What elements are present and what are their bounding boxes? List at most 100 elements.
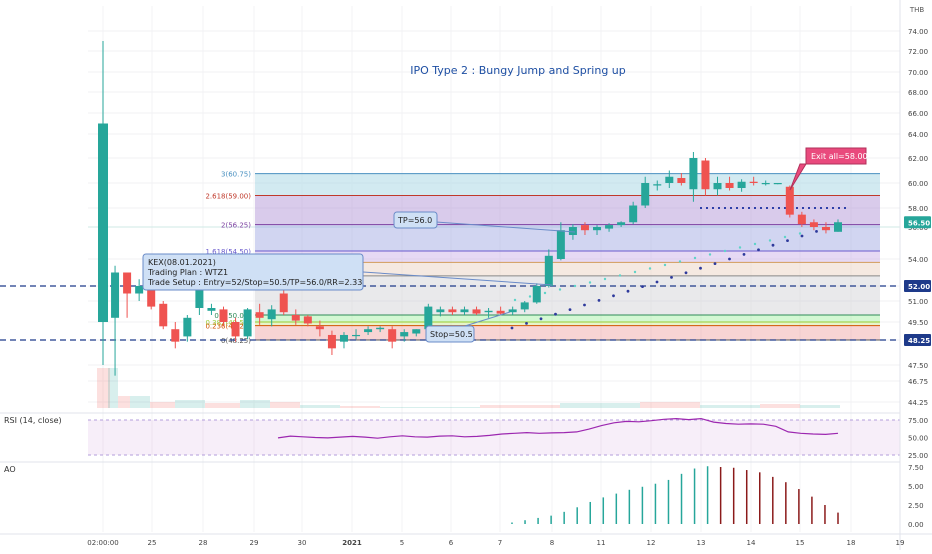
candle[interactable] (159, 301, 168, 330)
candle[interactable] (532, 283, 541, 304)
svg-text:Stop=50.5: Stop=50.5 (430, 330, 473, 339)
candle[interactable] (834, 219, 842, 232)
candle[interactable] (327, 330, 336, 355)
sar-dot (539, 317, 543, 321)
candle[interactable] (243, 308, 252, 340)
candle[interactable] (364, 326, 373, 335)
candle[interactable] (629, 201, 638, 225)
candle[interactable] (412, 329, 421, 337)
candle[interactable] (279, 286, 288, 315)
sar-dot (554, 312, 557, 316)
candle[interactable] (400, 329, 409, 342)
candle[interactable] (797, 211, 806, 227)
price-badge-label: 56.50 (908, 219, 930, 227)
candle[interactable] (701, 158, 710, 196)
candle[interactable] (376, 326, 385, 333)
sar-dot (693, 256, 697, 260)
candle[interactable] (472, 306, 481, 315)
candle[interactable] (821, 222, 830, 234)
candle[interactable] (303, 315, 312, 327)
price-tick: 58.00 (908, 205, 928, 213)
candle[interactable] (231, 317, 240, 342)
sar-dot (786, 239, 789, 243)
candle[interactable] (388, 326, 397, 349)
sar-dot (771, 243, 775, 247)
candle[interactable] (98, 41, 108, 365)
candle[interactable] (111, 265, 120, 376)
candle[interactable] (219, 306, 228, 327)
candle[interactable] (520, 301, 529, 313)
price-tick: 49.50 (908, 319, 928, 327)
sar-dot (753, 242, 757, 246)
sar-dot (588, 281, 592, 284)
candle[interactable] (291, 309, 300, 325)
sar-dot (723, 249, 727, 253)
candle[interactable] (135, 279, 144, 301)
candle[interactable] (713, 176, 722, 196)
candle[interactable] (171, 322, 180, 349)
candle[interactable] (183, 315, 192, 342)
fib-label: 0.236(49.25) (205, 323, 251, 331)
candle[interactable] (484, 308, 493, 318)
candle[interactable] (436, 306, 445, 317)
candle[interactable] (123, 272, 132, 318)
candle[interactable] (496, 306, 505, 315)
stop-callout[interactable]: Stop=50.5 (425, 311, 511, 343)
candle[interactable] (605, 223, 614, 232)
sar-dot (728, 257, 731, 261)
sar-dot (738, 246, 742, 249)
trade-setup-callout[interactable]: KEX(08.01.2021)Trading Plan : WTZ1Trade … (142, 253, 553, 291)
sar-dot (655, 280, 659, 284)
candle[interactable] (653, 180, 662, 191)
sar-dot (800, 234, 804, 238)
candle[interactable] (773, 183, 782, 185)
candle[interactable] (207, 303, 216, 315)
ao-label: AO (4, 465, 16, 474)
candle[interactable] (255, 303, 264, 325)
candle[interactable] (508, 306, 517, 315)
sar-dot (641, 285, 644, 288)
candle[interactable] (809, 219, 818, 231)
tp-callout[interactable]: TP=56.0 (393, 211, 576, 233)
candle[interactable] (352, 329, 361, 340)
candle[interactable] (761, 180, 770, 186)
candle[interactable] (315, 320, 324, 337)
svg-text:Exit all=58.00: Exit all=58.00 (811, 152, 868, 161)
candle[interactable] (593, 225, 602, 235)
exit-callout[interactable]: Exit all=58.00 (789, 147, 868, 191)
candle[interactable] (689, 152, 698, 202)
sar-dot (525, 322, 528, 325)
time-tick: 18 (847, 539, 856, 547)
candle[interactable] (267, 305, 276, 327)
sar-dot (678, 260, 682, 263)
candle[interactable] (460, 306, 469, 315)
candle[interactable] (677, 173, 686, 186)
sar-dot (573, 284, 577, 288)
price-tick: 46.75 (908, 378, 928, 386)
candle[interactable] (617, 221, 626, 227)
price-tick: 68.00 (908, 89, 928, 97)
time-tick: 30 (298, 539, 307, 547)
candle[interactable] (580, 222, 589, 235)
chart-title: IPO Type 2 : Bungy Jump and Spring up (410, 64, 626, 77)
candle[interactable] (556, 222, 565, 261)
time-tick: 15 (796, 539, 805, 547)
svg-text:KEX(08.01.2021): KEX(08.01.2021) (148, 258, 216, 267)
sar-dot (757, 248, 760, 252)
candle[interactable] (749, 176, 758, 186)
candle[interactable] (737, 179, 746, 192)
candle[interactable] (339, 332, 348, 349)
candle[interactable] (448, 306, 457, 315)
candle[interactable] (544, 249, 553, 288)
candle[interactable] (725, 176, 734, 191)
annotations: IPO Type 2 : Bungy Jump and Spring up KEX… (142, 64, 868, 343)
price-tick: 70.00 (908, 69, 928, 77)
candle[interactable] (665, 170, 674, 189)
price-tick: 51.00 (908, 298, 928, 306)
candle[interactable] (785, 185, 794, 218)
candle[interactable] (641, 176, 650, 208)
sar-dot (708, 253, 712, 256)
sar-dot (684, 271, 688, 275)
sar-dot (513, 298, 517, 302)
